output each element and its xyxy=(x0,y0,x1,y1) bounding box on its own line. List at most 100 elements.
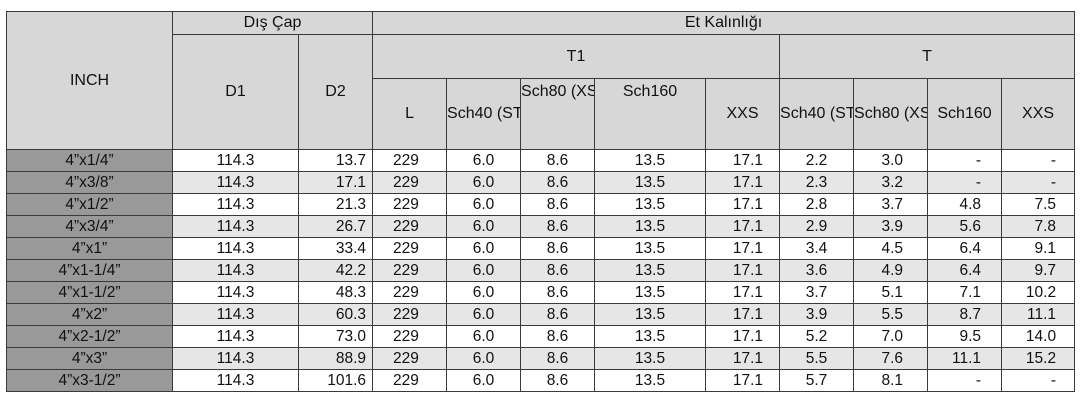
cell-d2: 48.3 xyxy=(297,281,374,304)
cell-t1-sch40: 6.0 xyxy=(446,325,522,348)
cell-l: 229 xyxy=(372,193,448,216)
table-row: 4”x1/2” 114.3 21.3 229 6.0 8.6 13.5 17.1 2.8 3.7 4… xyxy=(6,193,1076,216)
header-t-xxs: XXS xyxy=(1001,78,1076,150)
cell-t1-sch40: 6.0 xyxy=(446,347,522,370)
cell-t1-xxs: 17.1 xyxy=(705,237,781,260)
cell-d1: 114.3 xyxy=(172,369,299,392)
header-d2: D2 xyxy=(297,34,374,150)
cell-t-sch40: 2.8 xyxy=(779,193,855,216)
cell-t-sch40: 5.2 xyxy=(779,325,855,348)
cell-t-sch160: 6.4 xyxy=(927,237,1003,260)
cell-t1-sch80: 8.6 xyxy=(520,259,596,282)
cell-t1-xxs: 17.1 xyxy=(705,347,781,370)
cell-t1-sch80: 8.6 xyxy=(520,193,596,216)
cell-t-sch160: 8.7 xyxy=(927,303,1003,326)
cell-t1-sch80: 8.6 xyxy=(520,369,596,392)
cell-d2: 73.0 xyxy=(297,325,374,348)
cell-t-sch80: 3.7 xyxy=(853,193,929,216)
cell-t-xxs: 11.1 xyxy=(1001,303,1076,326)
cell-t1-sch160: 13.5 xyxy=(594,325,707,348)
cell-size: 4”x1-1/2” xyxy=(6,281,173,304)
table-body: 4”x1/4” 114.3 13.7 229 6.0 8.6 13.5 17.1 2.2 3.0-… xyxy=(6,149,1076,392)
cell-t-sch40: 5.5 xyxy=(779,347,855,370)
cell-t1-xxs: 17.1 xyxy=(705,215,781,238)
cell-size: 4”x3/8” xyxy=(6,171,173,194)
cell-t-xxs: 15.2 xyxy=(1001,347,1076,370)
cell-d1: 114.3 xyxy=(172,347,299,370)
cell-t1-xxs: 17.1 xyxy=(705,171,781,194)
table-row: 4”x3” 114.3 88.9 229 6.0 8.6 13.5 17.1 5.5 7.6 11.… xyxy=(6,347,1076,370)
cell-t-xxs: 10.2 xyxy=(1001,281,1076,304)
cell-t-sch80: 3.0 xyxy=(853,149,929,172)
cell-t-sch80: 4.9 xyxy=(853,259,929,282)
cell-t1-sch80: 8.6 xyxy=(520,171,596,194)
cell-d1: 114.3 xyxy=(172,303,299,326)
cell-l: 229 xyxy=(372,259,448,282)
cell-size: 4”x1/4” xyxy=(6,149,173,172)
cell-size: 4”x3-1/2” xyxy=(6,369,173,392)
cell-size: 4”x2” xyxy=(6,303,173,326)
cell-l: 229 xyxy=(372,149,448,172)
table-row: 4”x1” 114.3 33.4 229 6.0 8.6 13.5 17.1 3.4 4.5 6.4… xyxy=(6,237,1076,260)
cell-t1-sch40: 6.0 xyxy=(446,369,522,392)
cell-d2: 13.7 xyxy=(297,149,374,172)
cell-d2: 42.2 xyxy=(297,259,374,282)
table-row: 4”x1-1/2” 114.3 48.3 229 6.0 8.6 13.5 17.1 3.7 5.… xyxy=(6,281,1076,304)
header-t1-sch40: Sch40 (STD) xyxy=(446,78,522,150)
header-t1-sch80: Sch80 (XS) xyxy=(520,78,596,150)
cell-d1: 114.3 xyxy=(172,259,299,282)
cell-d2: 21.3 xyxy=(297,193,374,216)
cell-t1-sch40: 6.0 xyxy=(446,259,522,282)
cell-t1-sch40: 6.0 xyxy=(446,149,522,172)
header-dis-cap: Dış Çap xyxy=(171,11,374,35)
cell-t1-sch160: 13.5 xyxy=(594,303,707,326)
header-d1: D1 xyxy=(172,34,299,150)
cell-t-sch40: 3.4 xyxy=(779,237,855,260)
cell-t-sch160: 5.6 xyxy=(927,215,1003,238)
cell-t-sch40: 2.3 xyxy=(779,171,855,194)
cell-t-sch160: 7.1 xyxy=(927,281,1003,304)
cell-d1: 114.3 xyxy=(172,237,299,260)
cell-size: 4”x3” xyxy=(6,347,173,370)
header-l: L xyxy=(372,78,448,150)
reducer-dimension-table: INCH Dış Çap Et Kalınlığı D1 D2 T1 T L S… xyxy=(6,11,1076,392)
cell-t-sch40: 2.9 xyxy=(779,215,855,238)
cell-t-sch160: - xyxy=(927,149,1003,172)
cell-size: 4”x3/4” xyxy=(6,215,173,238)
header-t-sch40: Sch40 (STD) xyxy=(779,78,855,150)
cell-t-sch80: 7.0 xyxy=(853,325,929,348)
table-row: 4”x3-1/2” 114.3 101.6 229 6.0 8.6 13.5 17.1 5.7 8… xyxy=(6,369,1076,392)
cell-t1-sch160: 13.5 xyxy=(594,369,707,392)
cell-t1-sch40: 6.0 xyxy=(446,237,522,260)
cell-t-sch40: 3.6 xyxy=(779,259,855,282)
header-t-sch160: Sch160 xyxy=(927,78,1003,150)
cell-t-sch80: 4.5 xyxy=(853,237,929,260)
cell-t1-sch40: 6.0 xyxy=(446,215,522,238)
header-t1: T1 xyxy=(372,34,781,79)
cell-t-xxs: 9.1 xyxy=(1001,237,1076,260)
cell-t-sch160: 6.4 xyxy=(927,259,1003,282)
cell-d1: 114.3 xyxy=(172,149,299,172)
cell-t1-sch160: 13.5 xyxy=(594,149,707,172)
cell-d2: 33.4 xyxy=(297,237,374,260)
cell-t-sch160: 4.8 xyxy=(927,193,1003,216)
cell-l: 229 xyxy=(372,369,448,392)
table-row: 4”x1/4” 114.3 13.7 229 6.0 8.6 13.5 17.1 2.2 3.0-… xyxy=(6,149,1076,172)
cell-t1-xxs: 17.1 xyxy=(705,325,781,348)
cell-t1-sch80: 8.6 xyxy=(520,215,596,238)
cell-l: 229 xyxy=(372,347,448,370)
cell-t1-sch160: 13.5 xyxy=(594,237,707,260)
cell-t1-sch40: 6.0 xyxy=(446,281,522,304)
cell-t1-xxs: 17.1 xyxy=(705,149,781,172)
cell-t1-xxs: 17.1 xyxy=(705,259,781,282)
cell-size: 4”x1” xyxy=(6,237,173,260)
cell-t-xxs: 9.7 xyxy=(1001,259,1076,282)
cell-d2: 60.3 xyxy=(297,303,374,326)
cell-t-sch80: 8.1 xyxy=(853,369,929,392)
cell-t-sch80: 3.9 xyxy=(853,215,929,238)
cell-l: 229 xyxy=(372,325,448,348)
header-row-2: D1 D2 T1 T xyxy=(7,34,1076,150)
cell-t1-sch160: 13.5 xyxy=(594,347,707,370)
cell-t-sch40: 3.9 xyxy=(779,303,855,326)
cell-d1: 114.3 xyxy=(172,215,299,238)
